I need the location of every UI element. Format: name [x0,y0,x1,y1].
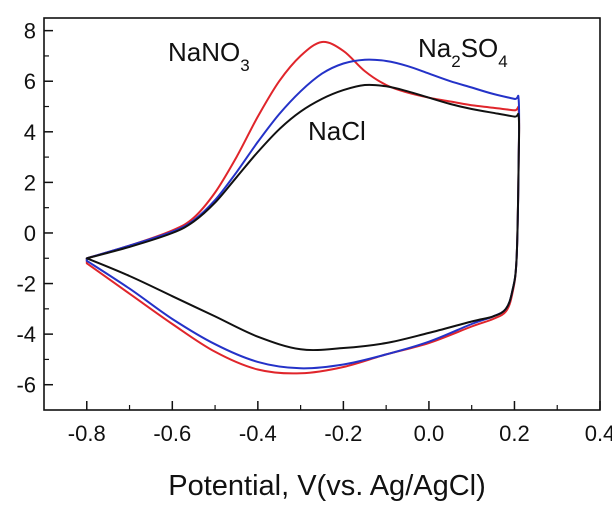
x-tick-label: -0.2 [324,421,362,446]
x-tick-label: 0.0 [414,421,445,446]
series-line-nano3 [85,40,521,375]
x-tick-label: -0.6 [153,421,191,446]
y-tick-label: 4 [24,120,36,145]
series-line-nacl [85,83,521,352]
series-label-part: 3 [240,56,249,75]
x-axis-title: Potential, V(vs. Ag/AgCl) [168,470,486,502]
series-label-part: NaCl [308,116,366,146]
x-axis-ticks: -0.8 -0.6 -0.4 -0.2 0.0 0.2 0.4 [68,401,612,446]
curves-layer [85,40,521,375]
y-tick-label: 8 [24,19,36,44]
x-tick-label: 0.2 [499,421,530,446]
y-tick-label: 0 [24,221,36,246]
series-label-part: NaNO [168,37,240,67]
series-label-part: 2 [451,52,460,71]
y-tick-label: -2 [16,272,36,297]
y-tick-label: 2 [24,170,36,195]
y-axis-ticks: -6 -4 -2 0 2 4 6 8 [16,19,53,398]
series-labels: NaNO3 Na2SO4 NaCl [168,33,508,146]
y-tick-label: -6 [16,373,36,398]
y-tick-label: 6 [24,69,36,94]
plot-frame [43,17,601,411]
series-label-nano3: NaNO3 [168,37,250,75]
series-label-part: 4 [498,52,507,71]
series-line-na2so4 [85,58,521,370]
series-label-na2so4: Na2SO4 [418,33,508,71]
x-tick-label: 0.4 [585,421,612,446]
x-tick-label: -0.4 [239,421,277,446]
series-label-nacl: NaCl [308,116,366,146]
series-label-part: Na [418,33,452,63]
y-tick-label: -4 [16,322,36,347]
x-tick-label: -0.8 [68,421,106,446]
series-label-part: SO [461,33,499,63]
